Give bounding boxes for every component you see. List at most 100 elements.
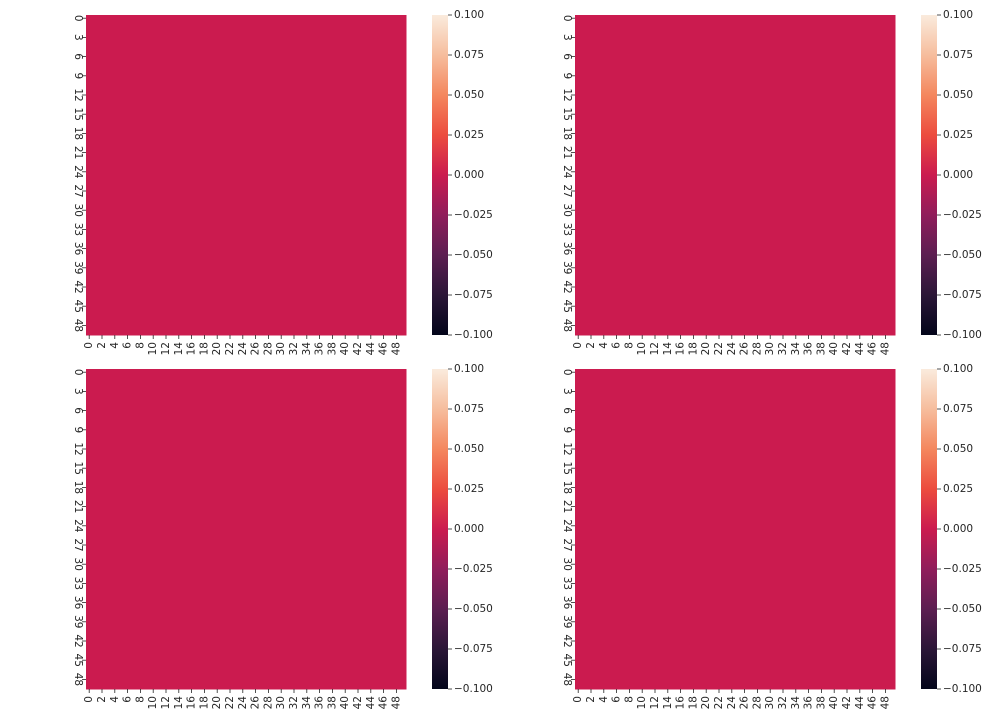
heatmap-cell (316, 207, 323, 214)
heatmap-cell (220, 188, 227, 195)
heatmap-cell (246, 194, 253, 201)
heatmap-cell (588, 111, 595, 118)
heatmap-cell (633, 188, 640, 195)
heatmap-cell (284, 322, 291, 329)
heatmap-cell (665, 28, 672, 35)
heatmap-cell (767, 284, 774, 291)
heatmap-cell (310, 117, 317, 124)
heatmap-cell (613, 21, 620, 28)
heatmap-cell (355, 137, 362, 144)
heatmap-cell (812, 47, 819, 54)
y-tick-label: 30 (72, 204, 84, 217)
heatmap-cell (735, 316, 742, 323)
heatmap-cell (601, 207, 608, 214)
heatmap-cell (889, 60, 896, 67)
heatmap-cell (284, 98, 291, 105)
heatmap-cell (272, 169, 279, 176)
heatmap-cell (869, 297, 876, 304)
heatmap-cell (601, 15, 608, 22)
heatmap-cell (272, 105, 279, 112)
heatmap-cell (588, 207, 595, 214)
heatmap-cell (163, 220, 170, 227)
heatmap-cell (246, 252, 253, 259)
heatmap-cell (137, 92, 144, 99)
heatmap-cell (304, 188, 311, 195)
heatmap-cell (214, 277, 221, 284)
heatmap-cell (748, 220, 755, 227)
heatmap-cell (92, 271, 99, 278)
heatmap-cell (304, 258, 311, 265)
heatmap-cell (773, 181, 780, 188)
heatmap-cell (124, 226, 131, 233)
heatmap-cell (124, 220, 131, 227)
heatmap-cell (348, 322, 355, 329)
heatmap-cell (272, 239, 279, 246)
heatmap-cell (304, 111, 311, 118)
heatmap-cell (748, 66, 755, 73)
heatmap-cell (361, 34, 368, 41)
heatmap-cell (818, 265, 825, 272)
heatmap-cell (387, 124, 394, 131)
heatmap-cell (99, 265, 106, 272)
heatmap-cell (729, 239, 736, 246)
heatmap-cell (188, 233, 195, 240)
heatmap-cell (246, 322, 253, 329)
heatmap-cell (857, 303, 864, 310)
heatmap-cell (182, 60, 189, 67)
heatmap-cell (304, 329, 311, 336)
heatmap-cell (703, 188, 710, 195)
heatmap-cell (182, 194, 189, 201)
heatmap-cell (118, 117, 125, 124)
heatmap-cell (156, 245, 163, 252)
heatmap-cell (131, 207, 138, 214)
heatmap-cell (272, 124, 279, 131)
heatmap-cell (348, 233, 355, 240)
heatmap-cell (850, 47, 857, 54)
heatmap-cell (799, 21, 806, 28)
heatmap-cell (348, 28, 355, 35)
heatmap-cell (156, 226, 163, 233)
heatmap-cell (156, 297, 163, 304)
heatmap-cell (639, 252, 646, 259)
heatmap-cell (323, 245, 330, 252)
heatmap-cell (780, 309, 787, 316)
heatmap-cell (99, 111, 106, 118)
y-tick-label: 12 (72, 88, 84, 101)
heatmap-cell (400, 316, 407, 323)
heatmap-cell (124, 316, 131, 323)
heatmap-cell (233, 143, 240, 150)
heatmap-cell (722, 105, 729, 112)
heatmap-cell (188, 34, 195, 41)
heatmap-cell (581, 34, 588, 41)
heatmap-cell (304, 130, 311, 137)
heatmap-cell (156, 111, 163, 118)
heatmap-cell (754, 175, 761, 182)
heatmap-cell (361, 169, 368, 176)
heatmap-cell (304, 47, 311, 54)
heatmap-cell (876, 290, 883, 297)
heatmap-cell (297, 130, 304, 137)
heatmap-cell (259, 181, 266, 188)
heatmap-cell (297, 169, 304, 176)
heatmap-cell (144, 322, 151, 329)
heatmap-cell (889, 34, 896, 41)
heatmap-cell (227, 297, 234, 304)
heatmap-cell (588, 137, 595, 144)
heatmap-cell (639, 162, 646, 169)
heatmap-cell (857, 284, 864, 291)
heatmap-cell (387, 239, 394, 246)
heatmap-cell (195, 117, 202, 124)
heatmap-cell (652, 297, 659, 304)
heatmap-cell (812, 162, 819, 169)
heatmap-cell (284, 124, 291, 131)
heatmap-cell (607, 201, 614, 208)
heatmap-cell (355, 85, 362, 92)
heatmap-cell (169, 73, 176, 80)
heatmap-cell (201, 252, 208, 259)
heatmap-cell (176, 85, 183, 92)
heatmap-cell (240, 60, 247, 67)
heatmap-cell (581, 252, 588, 259)
heatmap-cell (156, 41, 163, 48)
heatmap-cell (786, 181, 793, 188)
heatmap-cell (863, 245, 870, 252)
